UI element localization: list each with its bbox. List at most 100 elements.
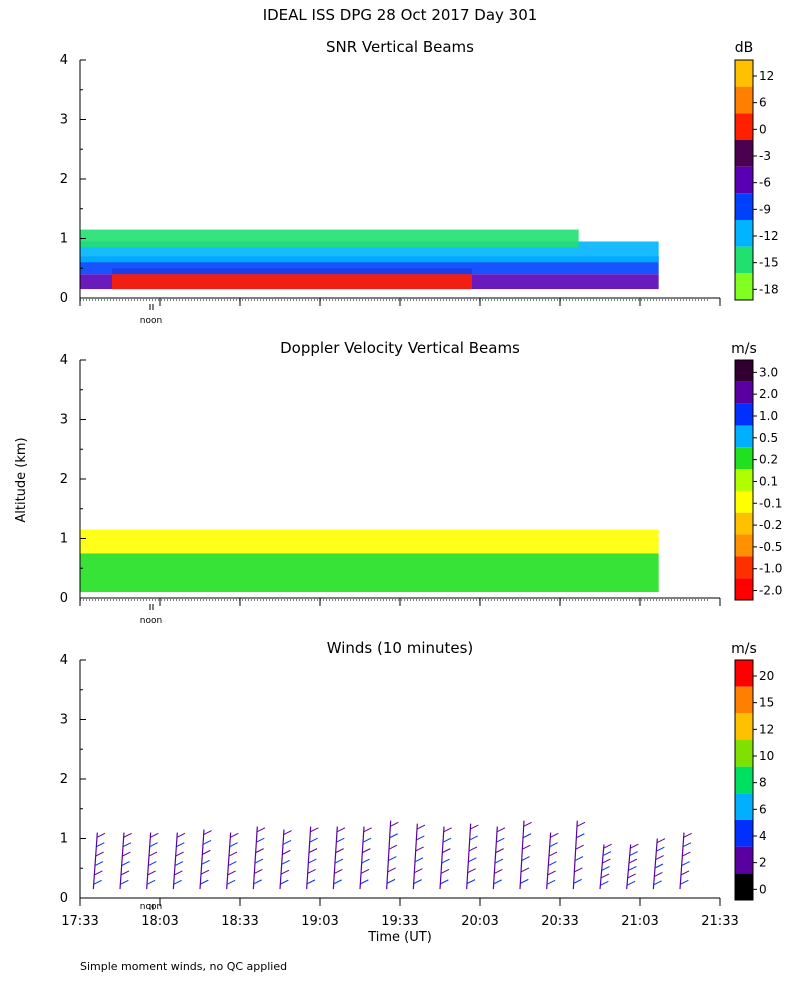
colorbar-label: 3.0 (759, 365, 778, 379)
y-tick-label: 3 (60, 413, 68, 428)
wind-barb (574, 867, 583, 873)
wind-barb (520, 867, 530, 873)
wind-barb (281, 859, 290, 865)
colorbar-label: 0 (759, 882, 767, 896)
wind-barb (414, 857, 424, 863)
y-tick-label: 4 (60, 353, 68, 368)
wind-profile (386, 820, 392, 890)
wind-barb (363, 827, 372, 833)
colorbar-label: -12 (759, 229, 779, 243)
wind-barb (200, 869, 210, 875)
noon-label: noon (140, 902, 162, 912)
wind-barb (203, 830, 212, 835)
colorbar-swatch (735, 713, 753, 740)
wind-barb (336, 837, 345, 843)
wind-barb (256, 837, 265, 843)
colorbar-label: 0.5 (759, 431, 778, 445)
colorbar-label: 4 (759, 829, 767, 843)
wind-barb (496, 827, 506, 833)
wind-barb (176, 832, 186, 838)
wind-barb (282, 849, 291, 855)
wind-barb (442, 837, 452, 843)
wind-barb (415, 846, 424, 852)
winds-panel-title: Winds (10 minutes) (327, 639, 474, 657)
wind-barb (150, 832, 159, 838)
x-tick-label: 21:33 (701, 914, 738, 929)
x-tick-label: 19:33 (381, 914, 418, 929)
wind-barb (494, 858, 504, 864)
colorbar-swatch (735, 403, 753, 426)
wind-barb (416, 835, 425, 841)
wind-barb (522, 844, 531, 850)
colorbar-label: 12 (759, 69, 774, 83)
wind-barb (254, 858, 264, 864)
colorbar-label: -0.2 (759, 518, 782, 532)
colorbar-label: 12 (759, 722, 774, 736)
x-tick-label: 18:33 (221, 914, 258, 929)
colorbar-swatch (735, 793, 753, 820)
x-tick-label: 18:03 (141, 914, 178, 929)
wind-barb (440, 869, 450, 874)
y-tick-label: 2 (60, 172, 68, 187)
wind-profile (572, 820, 578, 890)
wind-barb (442, 848, 451, 854)
wind-barb (496, 837, 505, 843)
colorbar-swatch (735, 60, 753, 87)
velocity-panel-title: Doppler Velocity Vertical Beams (280, 339, 520, 357)
wind-barb (360, 869, 370, 874)
wind-barb (306, 879, 316, 885)
wind-barb (362, 848, 371, 854)
wind-barb (388, 844, 398, 850)
wind-barb (334, 869, 343, 874)
snr-panel-title: SNR Vertical Beams (326, 38, 474, 56)
wind-barb (548, 851, 558, 857)
wind-barb (256, 827, 266, 833)
y-tick-label: 0 (60, 891, 68, 906)
colorbar-frame (734, 359, 754, 601)
colorbar-label: -9 (759, 202, 771, 216)
wind-barb (576, 833, 585, 839)
colorbar-swatch (735, 193, 753, 220)
colorbar-swatch (735, 820, 753, 847)
y-tick-label: 2 (60, 772, 68, 787)
wind-barb (548, 861, 557, 866)
y-tick-label: 0 (60, 591, 68, 606)
winds-unit-label: m/s (731, 641, 757, 657)
wind-barb (550, 832, 559, 838)
wind-barb (362, 837, 372, 843)
wind-profile (226, 832, 232, 890)
wind-profile (492, 826, 498, 890)
wind-barb (414, 868, 423, 874)
wind-barb (683, 832, 692, 838)
wind-barb (96, 842, 105, 848)
wind-barb (467, 868, 476, 874)
wind-barb (120, 879, 129, 885)
x-tick-label: 17:33 (61, 914, 98, 929)
wind-profile (172, 832, 178, 890)
wind-barb (283, 830, 292, 835)
wind-barb (390, 821, 399, 827)
wind-barb (146, 879, 156, 885)
colorbar-label: -6 (759, 176, 771, 190)
colorbar-swatch (735, 578, 753, 600)
wind-profile (199, 829, 205, 890)
colorbar-swatch (735, 873, 753, 900)
noon-label: noon (140, 616, 162, 626)
colorbar-label: 0.2 (759, 453, 778, 467)
wind-barb (174, 870, 183, 876)
wind-profile (679, 832, 685, 890)
wind-barb (310, 827, 319, 833)
wind-barb (148, 851, 158, 857)
wind-barb (200, 879, 209, 885)
wind-barb (443, 827, 452, 833)
wind-barb (494, 869, 503, 874)
colorbar-swatch (735, 447, 753, 470)
wind-barb (655, 855, 664, 861)
y-tick-label: 4 (60, 653, 68, 668)
wind-barb (629, 851, 638, 857)
wind-barb (282, 840, 292, 845)
wind-barb (682, 842, 692, 848)
wind-barb (493, 879, 502, 885)
colorbar-label: -2.0 (759, 584, 782, 598)
colorbar-swatch (735, 512, 753, 535)
